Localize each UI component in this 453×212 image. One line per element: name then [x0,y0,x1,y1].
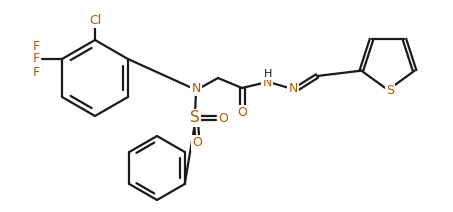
Text: Cl: Cl [89,14,101,26]
Text: S: S [190,110,200,126]
Text: N: N [288,81,298,95]
Text: F: F [33,39,40,53]
Text: N: N [262,77,272,89]
Text: O: O [218,112,228,124]
Text: N: N [191,81,201,95]
Text: F: F [33,53,40,66]
Text: O: O [192,137,202,149]
Text: S: S [386,85,394,98]
Text: O: O [237,106,247,120]
Text: H: H [264,69,272,79]
Text: F: F [33,66,40,78]
